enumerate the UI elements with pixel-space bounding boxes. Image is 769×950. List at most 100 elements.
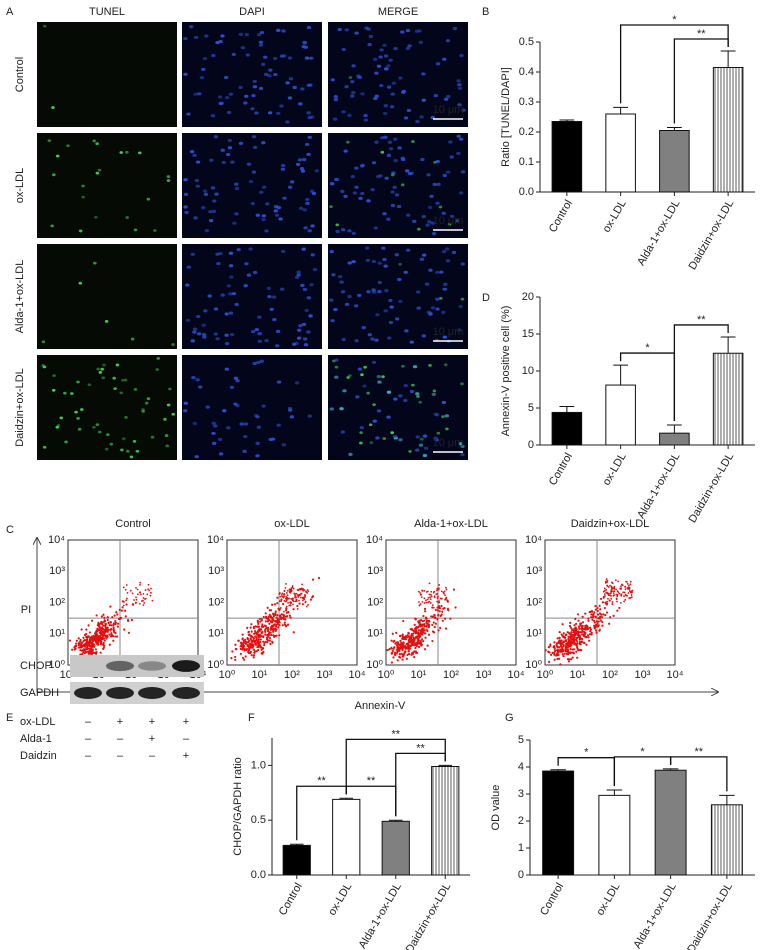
event-dot — [408, 647, 412, 650]
event-dot — [266, 639, 270, 642]
nucleus — [429, 194, 434, 199]
nucleus — [252, 79, 257, 84]
event-dot — [421, 600, 424, 603]
event-dot — [416, 637, 420, 641]
nucleus — [213, 332, 218, 336]
event-dot — [85, 647, 88, 650]
event-dot — [279, 617, 282, 620]
event-dot — [271, 603, 274, 606]
tunel-signal — [55, 425, 60, 429]
event-dot — [99, 641, 103, 644]
event-dot — [284, 586, 287, 589]
nucleus — [448, 140, 453, 144]
event-dot — [242, 639, 246, 642]
event-dot — [112, 622, 116, 625]
event-dot — [452, 588, 456, 591]
nucleus — [290, 180, 295, 184]
event-dot — [556, 645, 559, 648]
tunel-signal — [97, 430, 102, 434]
nucleus — [294, 341, 299, 345]
nucleus — [386, 64, 391, 68]
event-dot — [417, 645, 421, 649]
event-dot — [562, 640, 565, 643]
event-dot — [615, 597, 618, 600]
event-dot — [420, 638, 424, 641]
event-dot — [78, 641, 81, 644]
event-dot — [254, 641, 257, 644]
event-dot — [605, 591, 608, 594]
event-dot — [106, 618, 109, 622]
event-dot — [259, 620, 262, 623]
event-dot — [608, 599, 611, 602]
event-dot — [559, 663, 562, 666]
event-dot — [436, 587, 439, 590]
nucleus — [211, 53, 216, 58]
event-dot — [429, 598, 432, 601]
event-dot — [437, 613, 440, 617]
nucleus — [455, 219, 460, 223]
event-dot — [437, 595, 439, 598]
event-dot — [230, 657, 233, 660]
tunel-signal — [125, 449, 130, 453]
event-dot — [607, 597, 609, 600]
tunel-signal — [95, 423, 100, 427]
nucleus — [235, 379, 240, 383]
event-dot — [266, 636, 269, 639]
event-dot — [612, 595, 615, 597]
event-dot — [142, 592, 145, 595]
nucleus — [442, 335, 448, 339]
event-dot — [438, 584, 441, 586]
row-label: Daidzin+ox-LDL — [14, 368, 26, 447]
y-tick-label: 1 — [518, 842, 524, 854]
event-dot — [553, 653, 556, 656]
event-dot — [125, 603, 128, 606]
event-dot — [139, 581, 142, 584]
event-dot — [434, 608, 437, 611]
event-dot — [144, 589, 147, 591]
event-dot — [601, 601, 605, 604]
y-tick-label: 20 — [522, 291, 534, 303]
nucleus — [218, 452, 224, 456]
event-dot — [399, 644, 402, 647]
nucleus — [428, 268, 433, 272]
nucleus — [276, 423, 281, 427]
event-dot — [594, 623, 598, 627]
event-dot — [107, 628, 110, 631]
row-label: ox-LDL — [14, 168, 26, 203]
event-dot — [298, 599, 300, 602]
event-dot — [297, 588, 300, 591]
tunel-signal — [78, 281, 83, 285]
event-dot — [142, 604, 145, 607]
nucleus — [307, 414, 313, 418]
y-tick-label: 10⁰ — [207, 659, 224, 671]
tunel-signal — [163, 417, 167, 421]
tunel-signal — [63, 391, 67, 395]
event-dot — [106, 630, 109, 633]
event-dot — [291, 586, 294, 589]
event-dot — [436, 606, 439, 609]
tunel-signal — [441, 415, 445, 419]
event-dot — [124, 615, 127, 618]
event-dot — [112, 626, 115, 629]
event-dot — [289, 588, 293, 591]
tunel-signal — [166, 175, 171, 178]
nucleus — [405, 248, 411, 252]
event-dot — [246, 626, 249, 629]
event-dot — [430, 595, 433, 598]
nucleus — [433, 94, 438, 98]
significance-label: * — [584, 747, 589, 759]
nucleus — [424, 282, 430, 286]
event-dot — [630, 590, 633, 593]
nucleus — [382, 111, 388, 116]
tunel-signal — [105, 433, 110, 437]
treatment-sign: – — [149, 750, 156, 762]
x-tick-label: ox-LDL — [594, 881, 622, 918]
event-dot — [292, 587, 295, 590]
nucleus — [372, 290, 377, 294]
event-dot — [445, 586, 447, 589]
event-dot — [285, 605, 288, 608]
bar — [282, 844, 311, 876]
nucleus — [301, 322, 307, 327]
event-dot — [123, 628, 126, 631]
error-bar — [289, 843, 304, 846]
